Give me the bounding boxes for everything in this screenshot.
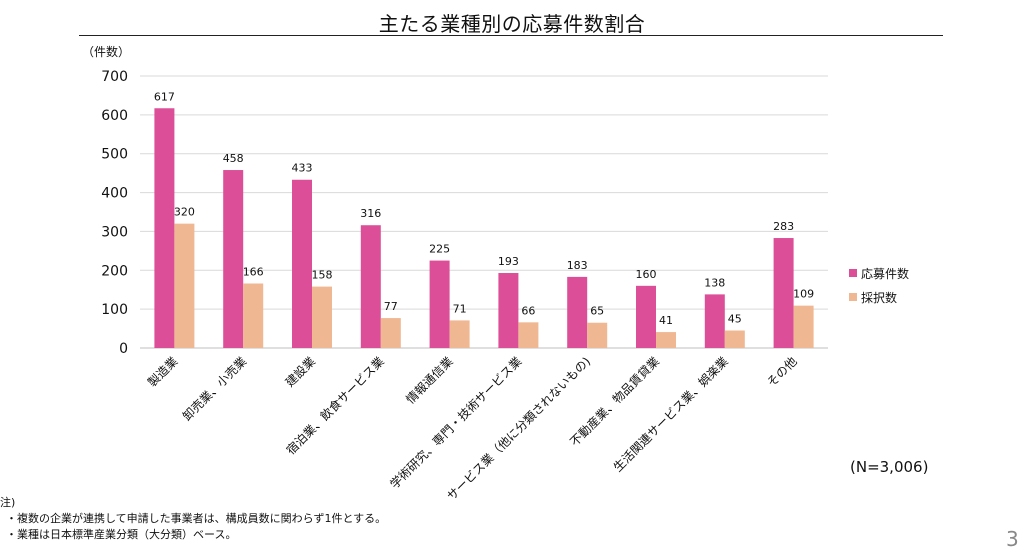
y-tick-label: 700: [101, 69, 128, 85]
data-label: 158: [312, 269, 333, 282]
data-label: 458: [223, 152, 244, 165]
y-tick-label: 300: [101, 224, 128, 240]
bar-applications: [154, 108, 175, 348]
bar-applications: [223, 170, 244, 348]
legend-label-applications: 応募件数: [861, 266, 909, 281]
data-label: 160: [636, 268, 657, 281]
page-number: 3: [1006, 527, 1019, 551]
data-label: 166: [243, 265, 264, 278]
bar-adopted: [793, 305, 814, 348]
x-tick-label: 情報通信業: [403, 354, 455, 406]
y-tick-label: 100: [101, 302, 128, 318]
bar-applications: [360, 225, 381, 348]
data-label: 65: [590, 305, 604, 318]
data-label: 138: [704, 276, 725, 289]
bar-applications: [292, 179, 312, 348]
sample-size-label: (N=3,006): [850, 458, 929, 476]
data-label: 45: [728, 313, 742, 326]
data-label: 193: [498, 255, 519, 268]
note-line-1: ・複数の企業が連携して申請した事業者は、構成員数に関わらず1件とする。: [6, 512, 387, 525]
data-label: 77: [384, 300, 398, 313]
legend-label-adopted: 採択数: [861, 290, 897, 305]
bar-adopted: [312, 286, 332, 348]
data-label: 617: [154, 90, 175, 103]
data-label: 433: [292, 162, 313, 175]
data-label: 109: [793, 288, 814, 301]
data-label: 41: [659, 314, 673, 327]
bar-applications: [429, 260, 450, 348]
x-tick-label: サービス業（他に分類されないもの): [444, 354, 593, 503]
x-tick-label: 学術研究、専門・技術サービス業: [387, 354, 525, 492]
legend-swatch-applications: [849, 269, 857, 277]
data-label: 320: [174, 206, 195, 219]
x-tick-label: 製造業: [145, 354, 180, 389]
bar-adopted: [380, 318, 401, 348]
x-tick-label: 生活関連サービス業、娯楽業: [611, 354, 731, 474]
bar-adopted: [724, 330, 745, 348]
title-underline: [79, 35, 943, 36]
y-tick-label: 600: [101, 108, 128, 124]
bar-adopted: [243, 283, 264, 348]
y-tick-label: 0: [119, 341, 128, 357]
bar-adopted: [174, 223, 195, 348]
bar-applications: [773, 238, 794, 348]
note-line-2: ・業種は日本標準産業分類（大分類）ベース。: [6, 528, 237, 541]
x-tick-label: 卸売業、小売業: [179, 354, 249, 424]
data-label: 71: [453, 302, 467, 315]
bar-adopted: [656, 332, 676, 348]
data-label: 66: [521, 304, 535, 317]
data-label: 283: [773, 220, 794, 233]
legend-swatch-adopted: [849, 293, 857, 301]
bar-adopted: [449, 320, 470, 348]
x-tick-label: その他: [764, 354, 799, 389]
bar-adopted: [518, 322, 539, 348]
bar-applications: [636, 285, 656, 348]
data-label: 225: [429, 243, 450, 256]
bar-applications: [704, 294, 725, 348]
y-tick-label: 500: [101, 147, 128, 163]
bar-applications: [567, 276, 588, 348]
notes-heading: 注): [0, 496, 16, 509]
data-label: 316: [360, 207, 381, 220]
chart-title: 主たる業種別の応募件数割合: [378, 12, 646, 36]
y-tick-label: 400: [101, 186, 128, 202]
x-tick-label: 建設業: [282, 354, 318, 390]
bar-applications: [498, 273, 519, 348]
bar-adopted: [587, 322, 608, 348]
data-label: 183: [567, 259, 588, 272]
footnotes: 注) ・複数の企業が連携して申請した事業者は、構成員数に関わらず1件とする。 ・…: [0, 495, 386, 543]
y-tick-label: 200: [101, 263, 128, 279]
y-axis-label: （件数）: [82, 44, 130, 59]
